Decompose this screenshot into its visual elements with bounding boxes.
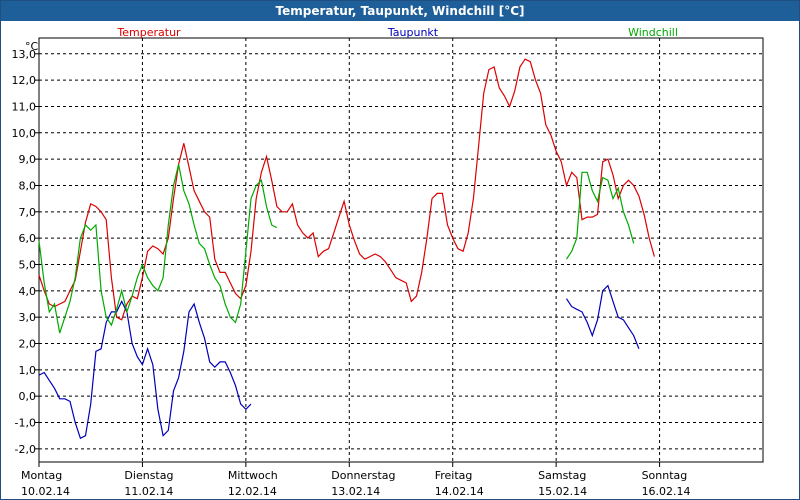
series-line-windchill [38, 164, 278, 334]
x-axis-ticks: Montag 10.02.14 Dienstag 11.02.14 Mittwoch 12… [21, 462, 691, 498]
y-tick-label: 3,0 [19, 311, 37, 324]
y-tick-label: 11,0 [12, 100, 37, 113]
x-tick-weekday: Donnerstag [331, 469, 395, 482]
y-tick-label: -2,0 [15, 443, 36, 456]
x-tick-date: 14.02.14 [435, 485, 484, 498]
series-line-temperatur [38, 58, 655, 321]
series-lines [38, 58, 655, 440]
series-line-windchill [565, 171, 635, 260]
y-tick-label: 7,0 [19, 206, 37, 219]
x-tick-weekday: Mittwoch [228, 469, 278, 482]
grid-lines [39, 38, 763, 462]
legend-entry: Taupunkt [387, 26, 439, 39]
x-tick-date: 12.02.14 [228, 485, 277, 498]
legend-entry: Temperatur [116, 26, 181, 39]
plot-area [38, 37, 764, 463]
x-tick-date: 13.02.14 [331, 485, 380, 498]
series-line-taupunkt [38, 300, 252, 440]
y-tick-label: 5,0 [19, 258, 37, 271]
y-tick-label: 6,0 [19, 232, 37, 245]
y-tick-label: 10,0 [12, 127, 37, 140]
y-tick-label: 1,0 [19, 364, 37, 377]
y-axis-ticks: -2,0 -1,0 0,0 1,0 2,0 3,0 4,0 5,0 6,0 7,0 8,0 9,0 10… [12, 48, 39, 456]
y-tick-label: 2,0 [19, 337, 37, 350]
y-tick-label: 8,0 [19, 179, 37, 192]
x-tick-weekday: Sonntag [642, 469, 688, 482]
x-tick-weekday: Montag [21, 469, 62, 482]
window-title: Temperatur, Taupunkt, Windchill [°C] [1, 1, 799, 21]
y-tick-label: -1,0 [15, 416, 36, 429]
legend: Temperatur Taupunkt Windchill [116, 26, 678, 39]
x-tick-date: 11.02.14 [124, 485, 173, 498]
series-line-taupunkt [565, 284, 640, 350]
x-tick-date: 16.02.14 [642, 485, 691, 498]
x-tick-date: 10.02.14 [21, 485, 70, 498]
y-tick-label: 9,0 [19, 153, 37, 166]
y-tick-label: 13,0 [12, 48, 37, 61]
x-tick-weekday: Dienstag [124, 469, 173, 482]
x-tick-date: 15.02.14 [538, 485, 587, 498]
y-tick-label: 12,0 [12, 74, 37, 87]
x-tick-weekday: Samstag [538, 469, 586, 482]
legend-entry: Windchill [628, 26, 678, 39]
y-tick-label: 0,0 [19, 390, 37, 403]
y-tick-label: 4,0 [19, 285, 37, 298]
y-axis-label: °C [25, 40, 39, 53]
x-tick-weekday: Freitag [435, 469, 473, 482]
